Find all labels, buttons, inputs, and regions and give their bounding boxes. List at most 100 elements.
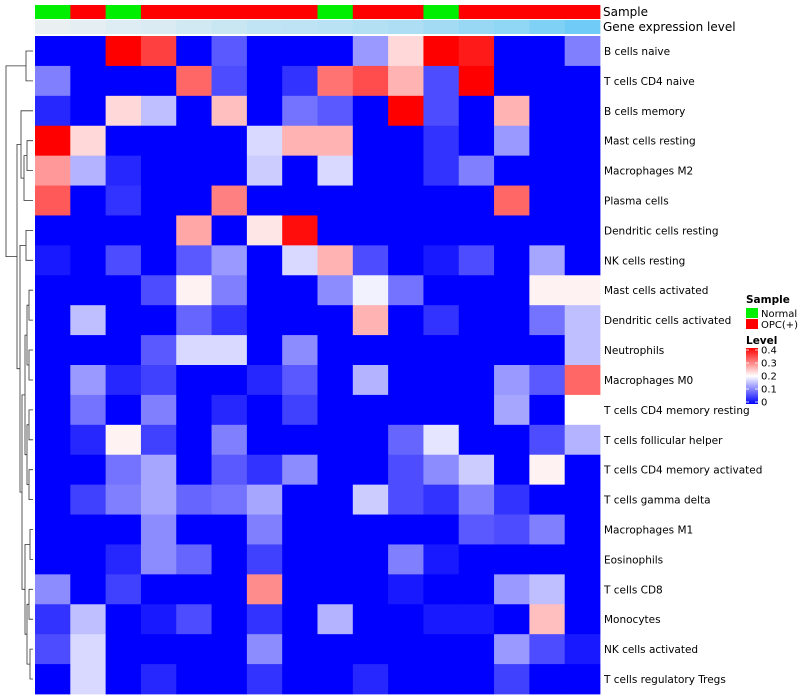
heatmap-cell — [246, 36, 283, 67]
row-label: B cells naive — [604, 46, 670, 58]
heatmap-cell — [70, 424, 107, 456]
heatmap-cell — [494, 245, 530, 276]
heatmap-cell — [564, 484, 601, 515]
heatmap-cell — [494, 335, 530, 366]
heatmap-cell — [423, 544, 460, 575]
heatmap-cell — [529, 215, 566, 246]
heatmap-cell — [70, 544, 107, 575]
row-label: Macrophages M0 — [604, 375, 693, 387]
heatmap-cell — [35, 275, 71, 306]
heatmap-cell — [494, 95, 530, 127]
heatmap-cell — [282, 574, 318, 605]
heatmap-cell — [564, 245, 601, 276]
gene-annotation-cell — [176, 20, 212, 34]
heatmap-cell — [458, 454, 495, 486]
heatmap-cell — [282, 514, 318, 545]
heatmap-cell — [564, 664, 601, 695]
heatmap-cell — [388, 155, 424, 186]
heatmap-cell — [246, 604, 283, 635]
heatmap-cell — [211, 305, 248, 336]
dendrogram-branch — [28, 409, 33, 441]
dendrogram-branch — [28, 349, 33, 381]
heatmap-cell — [140, 95, 177, 127]
heatmap-cell — [35, 155, 71, 186]
heatmap-cell — [458, 155, 495, 186]
heatmap-cell — [105, 664, 142, 695]
heatmap-cell — [176, 335, 212, 366]
heatmap-cell — [282, 36, 318, 67]
heatmap-cell — [282, 484, 318, 515]
heatmap-cell — [282, 394, 318, 426]
heatmap-cell — [494, 125, 530, 157]
heatmap-cell — [458, 634, 495, 665]
heatmap-cell — [70, 245, 107, 276]
heatmap-cell — [494, 155, 530, 186]
heatmap-cell — [246, 544, 283, 575]
heatmap-cell — [423, 634, 460, 665]
heatmap-cell — [317, 36, 354, 67]
gene-annotation-cell — [423, 20, 460, 34]
heatmap-cell — [423, 275, 460, 306]
sample-annotation-cell — [35, 5, 71, 19]
heatmap-cell — [211, 65, 248, 97]
heatmap-cell — [105, 125, 142, 157]
heatmap-cell — [529, 394, 566, 426]
heatmap-cell — [529, 245, 566, 276]
heatmap-cell — [140, 454, 177, 486]
heatmap-cell — [564, 544, 601, 575]
dendrogram-branch — [28, 588, 33, 620]
legend-level-title: Level — [746, 335, 777, 347]
heatmap-cell — [176, 125, 212, 157]
heatmap-cell — [140, 125, 177, 157]
heatmap-cells — [35, 36, 601, 695]
heatmap-cell — [211, 185, 248, 216]
heatmap-cell — [282, 155, 318, 186]
heatmap-cell — [246, 185, 283, 216]
heatmap-cell — [564, 634, 601, 665]
heatmap-cell — [70, 634, 107, 665]
heatmap-cell — [246, 65, 283, 97]
heatmap-cell — [494, 664, 530, 695]
heatmap-cell — [458, 544, 495, 575]
heatmap-cell — [317, 185, 354, 216]
heatmap-cell — [246, 424, 283, 456]
heatmap-cell — [564, 335, 601, 366]
heatmap-cell — [458, 664, 495, 695]
heatmap-cell — [388, 514, 424, 545]
dendrogram-branch — [21, 394, 25, 590]
heatmap-cell — [494, 604, 530, 635]
heatmap-cell — [282, 125, 318, 157]
heatmap-cell — [176, 36, 212, 67]
heatmap-cell — [35, 65, 71, 97]
heatmap-cell — [70, 454, 107, 486]
heatmap-cell — [564, 424, 601, 456]
heatmap-cell — [211, 424, 248, 456]
heatmap-cell — [176, 95, 212, 127]
heatmap-cell — [388, 544, 424, 575]
heatmap-cell — [494, 394, 530, 426]
sample-annotation-cell — [458, 5, 495, 19]
heatmap-cell — [423, 574, 460, 605]
heatmap-cell — [317, 155, 354, 186]
heatmap-cell — [140, 275, 177, 306]
row-label: T cells CD4 naive — [603, 76, 695, 88]
heatmap-cell — [246, 574, 283, 605]
heatmap-cell — [70, 365, 107, 396]
heatmap-cell — [140, 65, 177, 97]
heatmap-cell — [246, 275, 283, 306]
heatmap-cell — [140, 155, 177, 186]
heatmap-cell — [176, 634, 212, 665]
heatmap-cell — [388, 335, 424, 366]
heatmap-cell — [246, 664, 283, 695]
heatmap-cell — [140, 604, 177, 635]
heatmap-cell — [423, 305, 460, 336]
heatmap-cell — [105, 155, 142, 186]
heatmap-cell — [317, 215, 354, 246]
heatmap-cell — [494, 305, 530, 336]
gene-annotation-cell — [282, 20, 318, 34]
heatmap-cell — [423, 215, 460, 246]
heatmap-cell — [176, 245, 212, 276]
heatmap-cell — [140, 634, 177, 665]
heatmap-cell — [105, 365, 142, 396]
row-label: T cells follicular helper — [603, 435, 723, 447]
